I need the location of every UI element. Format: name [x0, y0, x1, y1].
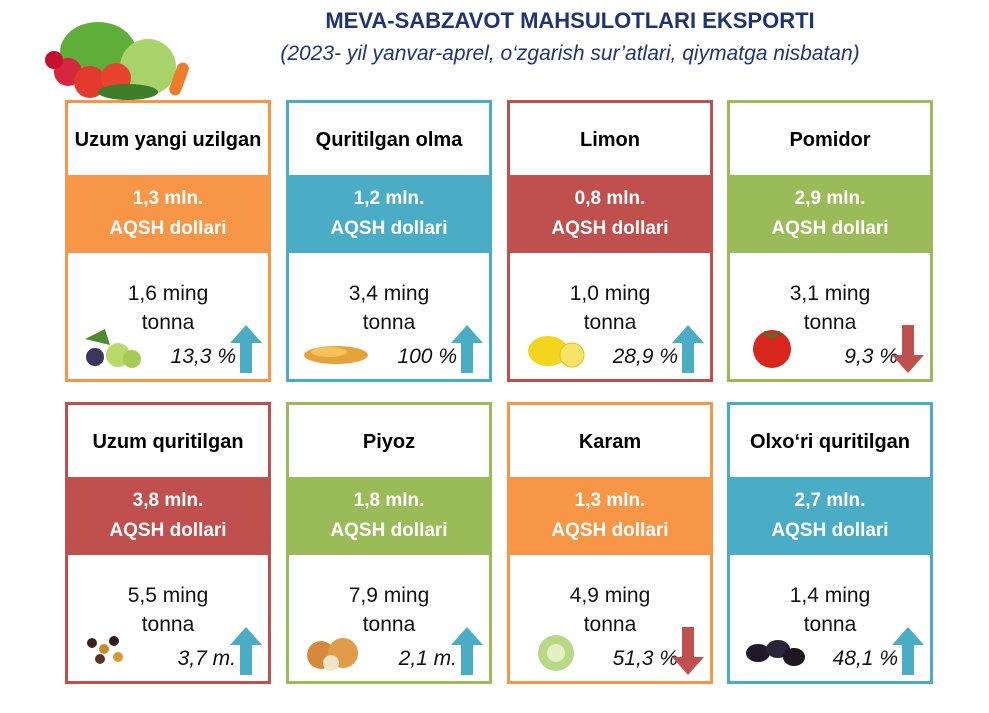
export-value-unit: AQSH dollari	[771, 218, 889, 239]
export-value-unit: AQSH dollari	[551, 520, 669, 541]
quantity-unit: tonna	[362, 613, 416, 636]
quantity-value: 3,1 ming	[789, 282, 871, 305]
quantity-value: 7,9 ming	[348, 584, 430, 607]
export-value-band: 0,8 mln. AQSH dollari	[510, 175, 710, 253]
export-value-unit: AQSH dollari	[330, 218, 448, 239]
export-quantity: 4,9 ming tonna	[510, 581, 710, 639]
product-card: Karam 1,3 mln. AQSH dollari 4,9 ming tonna 51…	[507, 402, 713, 684]
change-rate: 2,1 m.	[398, 647, 457, 670]
export-quantity: 1,0 ming tonna	[510, 279, 710, 337]
change-rate: 13,3 %	[170, 345, 236, 368]
quantity-unit: tonna	[583, 311, 637, 334]
cabbage-icon	[538, 635, 574, 671]
arrow-up-icon	[672, 325, 704, 373]
arrow-down-icon	[672, 627, 704, 675]
quantity-value: 4,9 ming	[569, 584, 651, 607]
page-title: MEVA-SABZAVOT MAHSULOTLARI EKSPORTI	[325, 8, 815, 33]
product-name: Karam	[578, 431, 642, 453]
product-name: Uzum yangi uzilgan	[74, 129, 262, 151]
export-value: 0,8 mln.	[574, 188, 646, 209]
export-value-unit: AQSH dollari	[551, 218, 669, 239]
export-value-band: 1,3 mln. AQSH dollari	[68, 175, 268, 253]
arrow-up-icon	[230, 325, 262, 373]
change-rate: 9,3 %	[844, 345, 898, 368]
arrow-up-icon	[892, 627, 924, 675]
product-name: Limon	[580, 129, 640, 151]
change-rate: 100 %	[397, 345, 457, 368]
product-name: Uzum quritilgan	[92, 431, 244, 453]
export-value-band: 1,8 mln. AQSH dollari	[289, 477, 489, 555]
arrow-up-icon	[451, 325, 483, 373]
arrow-down-icon	[892, 325, 924, 373]
change-rate: 28,9 %	[612, 345, 678, 368]
export-value: 1,3 mln.	[574, 490, 646, 511]
quantity-value: 1,6 ming	[127, 282, 209, 305]
vegetables-image	[28, 12, 198, 100]
export-value-band: 1,2 mln. AQSH dollari	[289, 175, 489, 253]
prunes-icon	[746, 640, 805, 666]
export-value-band: 1,3 mln. AQSH dollari	[510, 477, 710, 555]
export-quantity: 3,1 ming tonna	[730, 279, 930, 337]
export-value-unit: AQSH dollari	[771, 520, 889, 541]
export-value: 1,8 mln.	[353, 490, 425, 511]
product-name: Piyoz	[362, 431, 416, 453]
product-name: Olxo‘ri quritilgan	[749, 431, 910, 453]
quantity-unit: tonna	[803, 613, 857, 636]
export-value-unit: AQSH dollari	[109, 520, 227, 541]
export-quantity: 1,6 ming tonna	[68, 279, 268, 337]
export-value: 2,7 mln.	[794, 490, 866, 511]
product-name: Pomidor	[789, 129, 871, 151]
quantity-unit: tonna	[141, 613, 195, 636]
quantity-unit: tonna	[803, 311, 857, 334]
grapes-icon	[85, 329, 141, 368]
raisins-icon	[87, 636, 123, 664]
quantity-value: 1,0 ming	[569, 282, 651, 305]
arrow-up-icon	[451, 627, 483, 675]
tomato-icon	[753, 330, 791, 368]
product-card: Quritilgan olma 1,2 mln. AQSH dollari 3,4 m…	[286, 100, 492, 382]
lemon-icon	[528, 336, 585, 368]
export-value: 1,3 mln.	[132, 188, 204, 209]
product-card: Uzum quritilgan 3,8 mln. AQSH dollari 5,5 m…	[65, 402, 271, 684]
export-value-unit: AQSH dollari	[330, 520, 448, 541]
quantity-value: 3,4 ming	[348, 282, 430, 305]
quantity-value: 1,4 ming	[789, 584, 871, 607]
export-value: 1,2 mln.	[353, 188, 425, 209]
onion-icon	[307, 638, 358, 671]
dried-apple-icon	[304, 346, 368, 364]
change-rate: 48,1 %	[832, 647, 898, 670]
arrow-up-icon	[230, 627, 262, 675]
export-value-unit: AQSH dollari	[109, 218, 227, 239]
export-quantity: 7,9 ming tonna	[289, 581, 489, 639]
product-card: Piyoz 1,8 mln. AQSH dollari 7,9 ming tonna 2,…	[286, 402, 492, 684]
export-value: 3,8 mln.	[132, 490, 204, 511]
quantity-value: 5,5 ming	[127, 584, 209, 607]
product-card: Olxo‘ri quritilgan 2,7 mln. AQSH dollari 1,…	[727, 402, 933, 684]
export-value-band: 3,8 mln. AQSH dollari	[68, 477, 268, 555]
export-value-band: 2,9 mln. AQSH dollari	[730, 175, 930, 253]
product-card: Limon 0,8 mln. AQSH dollari 1,0 ming tonna 28…	[507, 100, 713, 382]
change-rate: 3,7 m.	[177, 647, 236, 670]
quantity-unit: tonna	[141, 311, 195, 334]
page-subtitle: (2023- yil yanvar-aprel, o‘zgarish sur’a…	[280, 42, 860, 65]
product-name: Quritilgan olma	[315, 129, 463, 151]
export-value: 2,9 mln.	[794, 188, 866, 209]
export-quantity: 3,4 ming tonna	[289, 279, 489, 337]
export-quantity: 1,4 ming tonna	[730, 581, 930, 639]
export-quantity: 5,5 ming tonna	[68, 581, 268, 639]
product-card: Pomidor 2,9 mln. AQSH dollari 3,1 ming tonna…	[727, 100, 933, 382]
export-value-band: 2,7 mln. AQSH dollari	[730, 477, 930, 555]
product-card: Uzum yangi uzilgan 1,3 mln. AQSH dollari 1,…	[65, 100, 271, 382]
quantity-unit: tonna	[362, 311, 416, 334]
quantity-unit: tonna	[583, 613, 637, 636]
change-rate: 51,3 %	[612, 647, 678, 670]
